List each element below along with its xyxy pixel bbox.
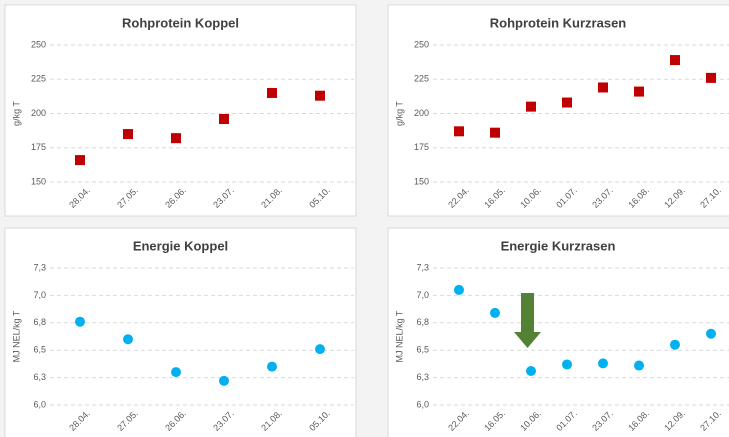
point	[562, 97, 572, 108]
y-tick-label: 225	[414, 74, 429, 84]
y-tick-label: 6,0	[416, 399, 429, 409]
panel	[387, 227, 729, 437]
y-tick-label: 6,3	[416, 372, 429, 382]
point	[454, 126, 464, 137]
chart-title: Rohprotein Kurzrasen	[490, 15, 627, 30]
chart-title: Rohprotein Koppel	[122, 15, 239, 30]
point	[706, 72, 716, 83]
y-tick-label: 250	[31, 39, 46, 49]
panel	[387, 4, 729, 217]
point	[267, 361, 277, 372]
y-tick-label: 6,0	[33, 399, 46, 409]
point	[219, 113, 229, 124]
chart-title: Energie Kurzrasen	[501, 238, 616, 253]
point	[315, 90, 325, 101]
y-tick-label: 175	[414, 142, 429, 152]
y-tick-label: 200	[31, 108, 46, 118]
y-tick-label: 250	[414, 39, 429, 49]
y-tick-label: 7,3	[416, 262, 429, 272]
y-axis-label: MJ NEL/kg T	[394, 310, 404, 362]
point	[634, 360, 644, 371]
point	[171, 133, 181, 144]
y-tick-label: 6,5	[416, 345, 429, 355]
point	[171, 367, 181, 378]
y-tick-label: 150	[31, 176, 46, 186]
y-tick-label: 175	[31, 142, 46, 152]
point	[123, 334, 133, 345]
point	[634, 86, 644, 97]
point	[526, 366, 536, 377]
point	[562, 359, 572, 370]
y-tick-label: 6,5	[33, 345, 46, 355]
y-tick-label: 225	[31, 74, 46, 84]
point	[598, 82, 608, 93]
y-axis-label: g/kg T	[11, 101, 21, 126]
point	[706, 328, 716, 339]
point	[123, 129, 133, 140]
y-tick-label: 6,3	[33, 372, 46, 382]
point	[75, 316, 85, 327]
point	[598, 358, 608, 369]
point	[670, 55, 680, 66]
panel	[4, 227, 357, 437]
y-axis-label: MJ NEL/kg T	[11, 310, 21, 362]
point	[490, 127, 500, 138]
y-tick-label: 7,0	[416, 290, 429, 300]
point	[219, 375, 229, 386]
y-tick-label: 200	[414, 108, 429, 118]
y-tick-label: 7,0	[33, 290, 46, 300]
y-tick-label: 7,3	[33, 262, 46, 272]
point	[670, 339, 680, 350]
y-tick-label: 6,8	[33, 317, 46, 327]
point	[315, 344, 325, 355]
panel	[4, 4, 357, 217]
y-axis-label: g/kg T	[394, 101, 404, 126]
point	[490, 307, 500, 318]
arrow	[514, 293, 541, 348]
y-tick-label: 150	[414, 176, 429, 186]
point	[75, 155, 85, 166]
chart-title: Energie Koppel	[133, 238, 228, 253]
y-tick-label: 6,8	[416, 317, 429, 327]
point	[454, 284, 464, 295]
point	[526, 101, 536, 112]
point	[267, 87, 277, 98]
